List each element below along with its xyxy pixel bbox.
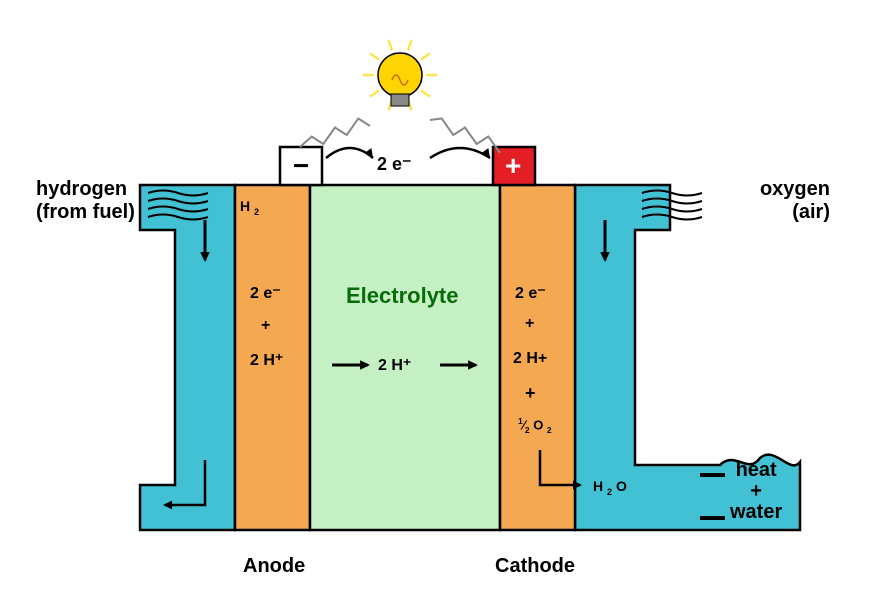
label-h2-in: H 2 (240, 198, 259, 217)
label-cathode-o: 1⁄2 O 2 (518, 416, 552, 435)
label-cathode-h: 2 H+ (513, 350, 547, 368)
wire-left (300, 119, 370, 148)
lightbulb-icon (363, 40, 437, 110)
negative-symbol: − (293, 150, 309, 182)
label-hydrogen: hydrogen (from fuel) (36, 178, 135, 224)
electron-arrow-right (430, 148, 490, 158)
label-h2o: H 2 O (593, 478, 627, 497)
label-anode-electrons: 2 e⁻ (250, 283, 281, 303)
label-middle-h: 2 H⁺ (378, 355, 411, 375)
positive-symbol: + (505, 150, 521, 182)
label-anode-h: 2 H⁺ (250, 350, 283, 370)
label-electrons-top: 2 e⁻ (377, 154, 412, 175)
label-cathode-plus1: + (525, 315, 534, 333)
label-cathode-plus2: + (525, 383, 536, 404)
label-heat-water: heat + water (730, 460, 782, 523)
hydrogen-channel (140, 185, 235, 530)
label-cathode: Cathode (495, 555, 575, 578)
label-anode: Anode (243, 555, 305, 578)
label-electrolyte: Electrolyte (346, 283, 459, 309)
label-cathode-electrons: 2 e⁻ (515, 283, 546, 303)
label-oxygen: oxygen (air) (760, 178, 830, 224)
label-anode-plus: + (261, 317, 270, 335)
